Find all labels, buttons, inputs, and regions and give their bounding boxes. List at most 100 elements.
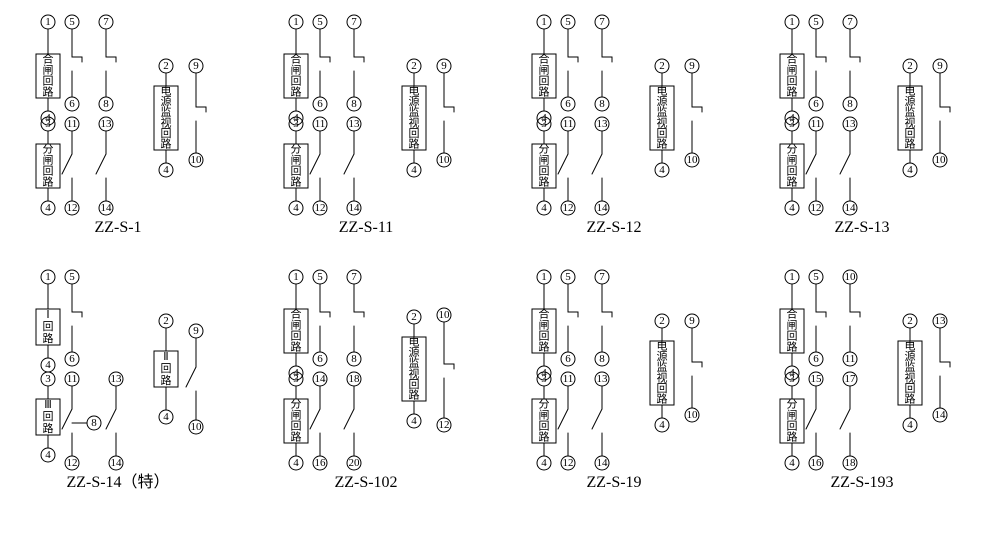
svg-text:1: 1 [541,271,547,283]
svg-text:4: 4 [907,419,913,431]
terminal-9: 9 [189,324,203,338]
svg-text:11: 11 [563,118,574,130]
terminal-13: 13 [109,372,123,386]
cell-ZZ-S-14: Ⅰ回路Ⅲ回路Ⅱ回路14563411128131424910ZZ-S-14（特） [36,270,203,491]
svg-text:8: 8 [599,353,605,365]
svg-text:5: 5 [813,271,819,283]
svg-text:回: 回 [43,410,54,423]
terminal-6: 6 [809,97,823,111]
svg-text:11: 11 [315,118,326,130]
terminal-4: 4 [159,163,173,177]
terminal-10: 10 [933,153,947,167]
svg-text:4: 4 [659,164,665,176]
svg-text:5: 5 [565,271,571,283]
svg-text:11: 11 [67,118,78,130]
label-box: 分闸回路 [532,143,556,189]
svg-text:10: 10 [191,421,203,433]
label-box: 电源监视回路 [898,339,922,405]
svg-text:11: 11 [845,353,856,365]
terminal-11: 11 [65,117,79,131]
terminal-6: 6 [313,97,327,111]
label-box: 合闸回路 [36,52,60,99]
terminal-1: 1 [289,270,303,284]
svg-text:2: 2 [659,315,665,327]
label-box: 电源监视回路 [402,335,426,401]
terminal-8: 8 [347,352,361,366]
terminal-4: 4 [41,201,55,215]
svg-text:13: 13 [597,118,609,130]
svg-text:6: 6 [565,353,571,365]
terminal-6: 6 [561,352,575,366]
svg-text:7: 7 [599,16,605,28]
terminal-14: 14 [347,201,361,215]
svg-text:9: 9 [937,60,943,72]
svg-text:14: 14 [315,373,327,385]
terminal-8: 8 [595,352,609,366]
svg-text:6: 6 [565,98,571,110]
svg-text:9: 9 [193,325,199,337]
terminal-13: 13 [99,117,113,131]
terminal-4: 4 [289,456,303,470]
terminal-16: 16 [313,456,327,470]
svg-text:路: 路 [539,176,550,189]
terminal-8: 8 [87,416,101,430]
svg-text:2: 2 [907,60,913,72]
terminal-5: 5 [65,15,79,29]
svg-text:12: 12 [811,202,822,214]
terminal-11: 11 [843,352,857,366]
label-box: 电源监视回路 [154,84,178,150]
svg-text:2: 2 [163,60,169,72]
svg-text:13: 13 [597,373,609,385]
svg-text:13: 13 [845,118,857,130]
svg-text:Ⅰ: Ⅰ [46,309,49,321]
terminal-1: 1 [289,15,303,29]
terminal-8: 8 [843,97,857,111]
terminal-9: 9 [437,59,451,73]
terminal-4: 4 [655,163,669,177]
svg-text:13: 13 [101,118,113,130]
svg-text:1: 1 [45,16,51,28]
svg-text:10: 10 [687,154,699,166]
label-box: 电源监视回路 [650,339,674,405]
label-box: Ⅱ回路 [154,351,178,387]
svg-text:9: 9 [441,60,447,72]
terminal-5: 5 [561,270,575,284]
svg-text:路: 路 [657,393,668,406]
svg-text:路: 路 [787,86,798,99]
terminal-11: 11 [809,117,823,131]
svg-text:路: 路 [43,176,54,189]
svg-text:4: 4 [45,359,51,371]
label-box: Ⅲ回路 [36,399,60,435]
svg-text:6: 6 [813,98,819,110]
svg-text:8: 8 [351,98,357,110]
svg-text:5: 5 [317,16,323,28]
terminal-13: 13 [843,117,857,131]
svg-text:2: 2 [163,315,169,327]
svg-text:2: 2 [411,60,417,72]
svg-text:14: 14 [935,409,947,421]
svg-text:14: 14 [111,457,123,469]
svg-text:11: 11 [67,373,78,385]
svg-text:14: 14 [349,202,361,214]
terminal-4: 4 [159,410,173,424]
label-box: 电源监视回路 [650,84,674,150]
terminal-2: 2 [655,314,669,328]
terminal-2: 2 [903,59,917,73]
terminal-2: 2 [407,59,421,73]
svg-text:路: 路 [787,176,798,189]
svg-text:3: 3 [789,373,795,385]
terminal-14: 14 [843,201,857,215]
svg-text:13: 13 [111,373,123,385]
svg-text:10: 10 [191,154,203,166]
terminal-10: 10 [437,308,451,322]
terminal-14: 14 [595,201,609,215]
svg-text:3: 3 [541,373,547,385]
svg-text:10: 10 [439,154,451,166]
svg-text:4: 4 [789,457,795,469]
terminal-3: 3 [41,117,55,131]
svg-text:12: 12 [315,202,326,214]
terminal-4: 4 [407,163,421,177]
svg-text:4: 4 [163,164,169,176]
svg-text:11: 11 [563,373,574,385]
terminal-7: 7 [99,15,113,29]
